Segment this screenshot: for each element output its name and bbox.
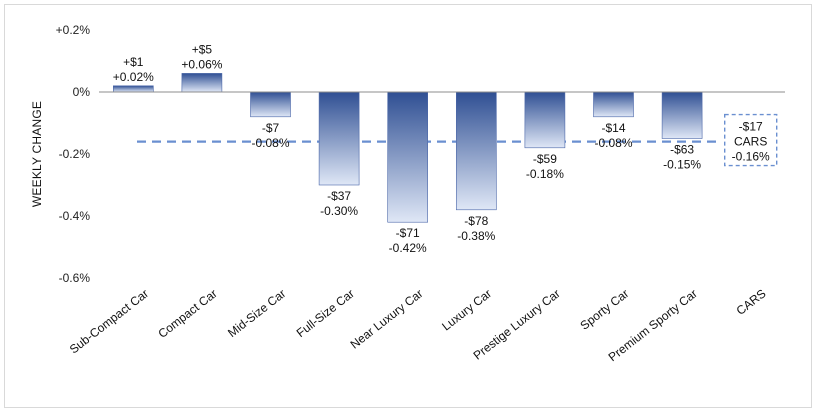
y-tick-label: -0.6% (59, 271, 91, 285)
data-label-dollar: +$5 (192, 42, 213, 56)
data-label-dollar: -$17 (739, 120, 763, 134)
category-label: Mid-Size Car (225, 286, 288, 340)
data-label-dollar: -$7 (262, 121, 280, 135)
category-labels: Sub-Compact Car Compact Car Mid-Size Car Fu… (67, 286, 769, 364)
data-label-percent: -0.08% (594, 136, 632, 150)
y-axis-tick-labels: +0.2% 0% -0.2% -0.4% -0.6% (56, 23, 91, 285)
bar-full-size-car (318, 91, 360, 186)
bar-luxury-car (455, 91, 497, 211)
data-label-dollar: -$14 (601, 121, 625, 135)
bar-compact-car (181, 73, 223, 93)
y-axis-label: WEEKLY CHANGE (30, 101, 44, 207)
category-label: Near Luxury Car (348, 286, 426, 351)
data-label-dollar: -$78 (464, 214, 488, 228)
category-label: Full-Size Car (294, 286, 357, 340)
data-label-percent: -0.30% (320, 204, 358, 218)
bar-mid-size-car (250, 91, 291, 118)
cars-summary-name: CARS (734, 135, 767, 149)
category-label: Sub-Compact Car (67, 286, 151, 356)
category-label: CARS (734, 286, 769, 318)
y-tick-label: 0% (73, 85, 91, 99)
y-tick-label: -0.2% (59, 147, 91, 161)
data-label-dollar: +$1 (123, 55, 144, 69)
data-label-dollar: -$63 (670, 143, 694, 157)
bars (113, 73, 703, 223)
data-label-percent: +0.02% (113, 70, 154, 84)
bar-sub-compact-car (113, 85, 154, 93)
data-label-percent: -0.16% (732, 150, 770, 164)
category-label: Sporty Car (578, 286, 632, 332)
bar-sporty-car (593, 91, 634, 118)
bar-chart: +0.2% 0% -0.2% -0.4% -0.6% WEEKLY CHANGE +$1… (30, 23, 785, 364)
data-label-percent: -0.15% (663, 158, 701, 172)
data-label-percent: -0.08% (251, 136, 289, 150)
y-tick-label: +0.2% (56, 23, 91, 37)
bar-premium-sporty-car (661, 91, 703, 139)
category-label: Compact Car (155, 286, 219, 341)
data-label-dollar: -$59 (533, 152, 557, 166)
data-label-dollar: -$37 (327, 189, 351, 203)
data-label-dollar: -$71 (396, 226, 420, 240)
data-label-percent: -0.38% (457, 229, 495, 243)
data-label-percent: -0.18% (526, 167, 564, 181)
y-tick-label: -0.4% (59, 209, 91, 223)
data-labels: +$1+0.02%+$5+0.06%-$7-0.08%-$37-0.30%-$7… (113, 42, 778, 255)
data-label-percent: +0.06% (181, 57, 222, 71)
cars-summary-box (724, 113, 778, 167)
data-label-percent: -0.42% (389, 241, 427, 255)
chart-frame: +0.2% 0% -0.2% -0.4% -0.6% WEEKLY CHANGE +$1… (4, 4, 812, 408)
bar-prestige-luxury-car (524, 91, 566, 149)
bar-near-luxury-car (387, 91, 429, 223)
category-label: Luxury Car (439, 286, 494, 333)
